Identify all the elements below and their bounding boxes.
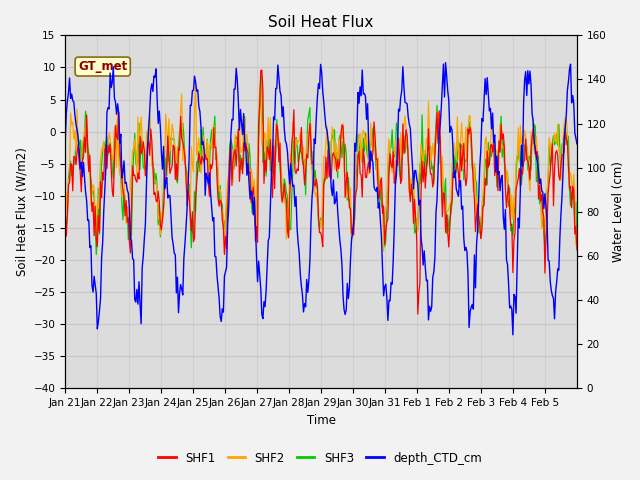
Legend: SHF1, SHF2, SHF3, depth_CTD_cm: SHF1, SHF2, SHF3, depth_CTD_cm xyxy=(154,447,486,469)
Y-axis label: Soil Heat Flux (W/m2): Soil Heat Flux (W/m2) xyxy=(15,147,28,276)
Text: GT_met: GT_met xyxy=(78,60,127,73)
Y-axis label: Water Level (cm): Water Level (cm) xyxy=(612,161,625,262)
Title: Soil Heat Flux: Soil Heat Flux xyxy=(268,15,374,30)
X-axis label: Time: Time xyxy=(307,414,335,427)
